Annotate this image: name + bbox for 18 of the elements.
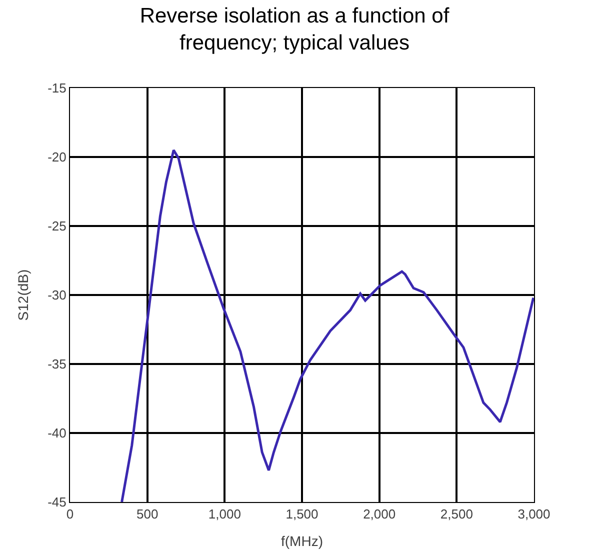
y-tick-label: -20	[48, 150, 66, 165]
y-tick-label: -35	[48, 356, 66, 372]
x-tick-label: 500	[136, 506, 158, 522]
y-tick-label: -15	[48, 80, 66, 96]
x-tick-label: 2,500	[440, 506, 473, 522]
y-axis-title: S12(dB)	[15, 269, 32, 321]
y-tick-label: -45	[48, 494, 66, 510]
chart-title: Reverse isolation as a function of frequency; typical values	[140, 4, 450, 55]
x-tick-label: 3,000	[518, 506, 550, 522]
y-tick-label: -30	[48, 288, 66, 303]
line-series	[120, 148, 534, 502]
x-tick-label: 0	[66, 506, 74, 522]
x-axis-title: f(MHz)	[281, 532, 323, 549]
x-tick-label: 1,500	[286, 506, 318, 522]
y-tick-label: -40	[48, 426, 66, 441]
x-tick-label: 2,000	[363, 506, 396, 522]
x-tick-label: 1,000	[208, 506, 241, 522]
y-tick-label: -25	[48, 218, 66, 234]
